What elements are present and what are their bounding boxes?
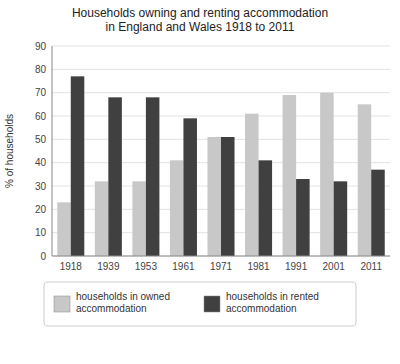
x-tick-label: 1961 [172, 261, 195, 272]
x-tick-label: 1918 [60, 261, 83, 272]
legend: households in ownedaccommodationhousehol… [44, 282, 356, 326]
bar [57, 202, 71, 256]
x-tick-label: 1953 [135, 261, 158, 272]
bar [371, 170, 385, 256]
grid [52, 46, 390, 256]
x-tick-label: 1991 [285, 261, 308, 272]
grid-line [52, 256, 390, 257]
bar [221, 137, 235, 256]
bar [108, 97, 122, 256]
bar [95, 181, 109, 256]
y-tick-label: 70 [35, 87, 47, 98]
x-tick-label: 2011 [360, 261, 382, 272]
legend-label: households in rentedaccommodation [226, 291, 319, 314]
y-tick-label: 0 [40, 251, 46, 262]
bar [132, 181, 146, 256]
chart-container: Households owning and renting accommodat… [0, 0, 400, 364]
chart-title-line: Households owning and renting accommodat… [72, 6, 328, 20]
x-axis-line [52, 256, 390, 257]
bar [183, 118, 197, 256]
bar [334, 181, 348, 256]
legend-label-line: households in owned [76, 291, 170, 302]
bar [296, 179, 310, 256]
y-axis-line [52, 46, 53, 256]
bar [358, 104, 372, 256]
bar [71, 76, 85, 256]
bar [320, 93, 334, 256]
grid-line [52, 92, 390, 93]
legend-swatch [204, 296, 220, 312]
bar [259, 160, 273, 256]
y-tick-label: 80 [35, 64, 47, 75]
bars [57, 76, 384, 256]
chart-title: Households owning and renting accommodat… [72, 6, 328, 34]
x-tick-label: 1981 [247, 261, 270, 272]
legend-swatch [54, 296, 70, 312]
y-tick-label: 30 [35, 181, 47, 192]
chart-svg: Households owning and renting accommodat… [0, 0, 400, 364]
legend-label-line: accommodation [226, 303, 297, 314]
y-tick-label: 40 [35, 157, 47, 168]
legend-label-line: accommodation [76, 303, 147, 314]
grid-line [52, 69, 390, 70]
legend-frame [44, 282, 356, 326]
grid-line [52, 116, 390, 117]
bar [245, 114, 259, 256]
y-tick-label: 10 [35, 227, 47, 238]
bar [170, 160, 184, 256]
y-tick-label: 60 [35, 111, 47, 122]
y-tick-label: 20 [35, 204, 47, 215]
x-tick-label: 1939 [97, 261, 120, 272]
y-axis-label: % of households [4, 114, 15, 188]
chart-title-line: in England and Wales 1918 to 2011 [106, 20, 295, 34]
legend-label: households in ownedaccommodation [76, 291, 170, 314]
x-tick-label: 1971 [210, 261, 233, 272]
bar [283, 95, 297, 256]
x-tick-label: 2001 [323, 261, 346, 272]
bar [146, 97, 160, 256]
legend-label-line: households in rented [226, 291, 319, 302]
grid-line [52, 46, 390, 47]
y-tick-label: 90 [35, 41, 47, 52]
bar [207, 137, 221, 256]
y-tick-label: 50 [35, 134, 47, 145]
